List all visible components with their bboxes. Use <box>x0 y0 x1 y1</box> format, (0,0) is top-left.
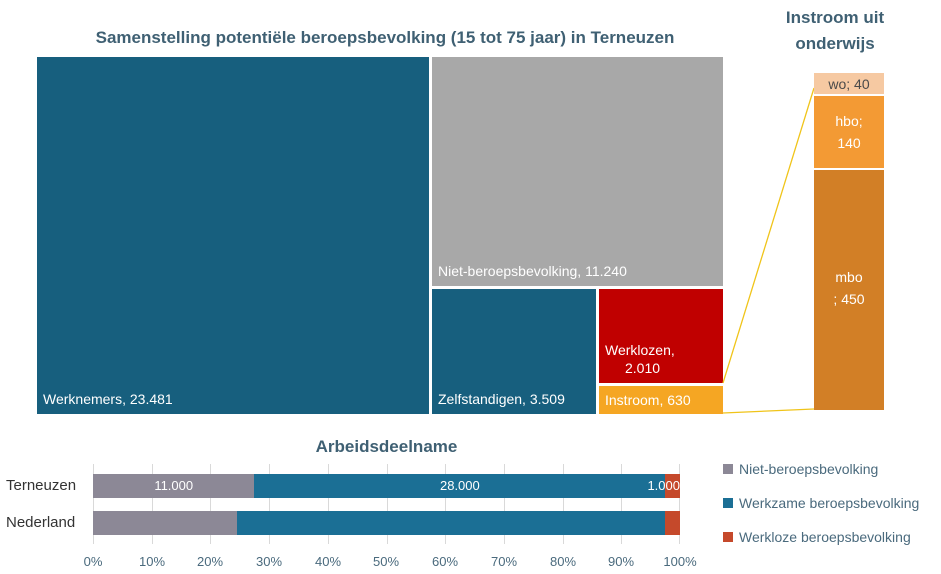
legend-label-niet-beroeps: Niet-beroepsbevolking <box>739 461 879 477</box>
gridline-0 <box>93 464 94 544</box>
legend-niet-beroepsbevolking: Niet-beroepsbevolking <box>723 461 878 477</box>
arbeid-plot: 11.000 28.000 1.000 <box>93 464 680 544</box>
bar-terneuzen-werkzaam: 28.000 <box>254 474 666 498</box>
bar-terneuzen-niet-beroeps-label: 11.000 <box>154 478 194 493</box>
tile-werklozen-label-2: 2.010 <box>625 360 661 376</box>
instroom-title-1: Instroom uit <box>785 8 885 27</box>
xtick-30: 30% <box>255 554 283 569</box>
legend-swatch-werkzaam <box>723 498 733 508</box>
instroom-column: wo; 40 hbo; 140 mbo ; 450 <box>814 73 884 410</box>
tile-werklozen-label-1: Werklozen, <box>605 342 675 358</box>
connector-line-top <box>722 87 815 384</box>
xtick-0: 0% <box>83 554 103 569</box>
xtick-70: 70% <box>490 554 518 569</box>
tile-zelfstandigen: Zelfstandigen, 3.509 <box>432 289 596 414</box>
tile-instroom-label: Instroom, 630 <box>605 392 691 408</box>
segment-mbo-label-2: ; 450 <box>833 291 865 307</box>
tile-werknemers: Werknemers, 23.481 <box>37 57 429 414</box>
legend-label-werkloos: Werkloze beroepsbevolking <box>739 529 911 545</box>
legend-werkzame-beroepsbevolking: Werkzame beroepsbevolking <box>723 495 919 511</box>
xtick-20: 20% <box>196 554 224 569</box>
xtick-50: 50% <box>372 554 400 569</box>
segment-hbo-label-1: hbo; <box>835 113 863 129</box>
gridline-70 <box>503 464 505 544</box>
segment-mbo-label-1: mbo <box>835 269 863 285</box>
gridline-40 <box>327 464 329 544</box>
gridline-60 <box>445 464 447 544</box>
gridline-80 <box>562 464 564 544</box>
segment-hbo: hbo; 140 <box>814 96 884 168</box>
bar-nederland-werkzaam <box>236 511 666 535</box>
bar-terneuzen-werkloos-label: 1.000 <box>647 478 680 493</box>
segment-wo-label: wo; 40 <box>828 76 870 92</box>
legend-werkloze-beroepsbevolking: Werkloze beroepsbevolking <box>723 529 911 545</box>
xtick-60: 60% <box>431 554 459 569</box>
xtick-80: 80% <box>549 554 577 569</box>
xtick-90: 90% <box>607 554 635 569</box>
legend-swatch-werkloos <box>723 532 733 542</box>
treemap: Werknemers, 23.481 Niet-beroepsbevolking… <box>37 57 723 414</box>
tile-zelfstandigen-label: Zelfstandigen, 3.509 <box>438 391 565 407</box>
row-label-terneuzen: Terneuzen <box>6 477 77 494</box>
segment-hbo-label-2: 140 <box>837 135 861 151</box>
arbeid-title: Arbeidsdeelname <box>315 437 458 456</box>
gridline-10 <box>151 464 153 544</box>
tile-werklozen: Werklozen, 2.010 <box>599 289 723 383</box>
tile-niet-beroepsbevolking: Niet-beroepsbevolking, 11.240 <box>432 57 723 286</box>
instroom-title-2: onderwijs <box>795 34 875 53</box>
xtick-100: 100% <box>663 554 697 569</box>
gridline-30 <box>269 464 271 544</box>
treemap-title: Samenstelling potentiële beroepsbevolkin… <box>95 28 675 47</box>
bar-terneuzen-werkloos <box>665 474 680 498</box>
bar-nederland-werkloos <box>665 511 680 535</box>
gridline-20 <box>210 464 212 544</box>
xtick-10: 10% <box>138 554 166 569</box>
tile-werknemers-label: Werknemers, 23.481 <box>43 391 173 407</box>
gridline-100 <box>679 464 680 544</box>
legend-swatch-niet-beroeps <box>723 464 733 474</box>
gridline-90 <box>621 464 623 544</box>
tile-niet-beroepsbevolking-label: Niet-beroepsbevolking, 11.240 <box>438 263 627 279</box>
xtick-40: 40% <box>314 554 342 569</box>
row-label-nederland: Nederland <box>6 514 76 531</box>
segment-wo: wo; 40 <box>814 73 884 94</box>
plot-gridlines <box>93 464 680 544</box>
legend-label-werkzaam: Werkzame beroepsbevolking <box>739 495 920 511</box>
bar-terneuzen-werkzaam-label: 28.000 <box>439 478 480 493</box>
bar-terneuzen-niet-beroeps: 11.000 <box>93 474 255 498</box>
bar-nederland-niet-beroeps <box>93 511 237 535</box>
tile-instroom: Instroom, 630 <box>599 386 723 414</box>
segment-mbo: mbo ; 450 <box>814 170 884 410</box>
gridline-50 <box>386 464 388 544</box>
connector-line-bottom <box>722 408 815 414</box>
